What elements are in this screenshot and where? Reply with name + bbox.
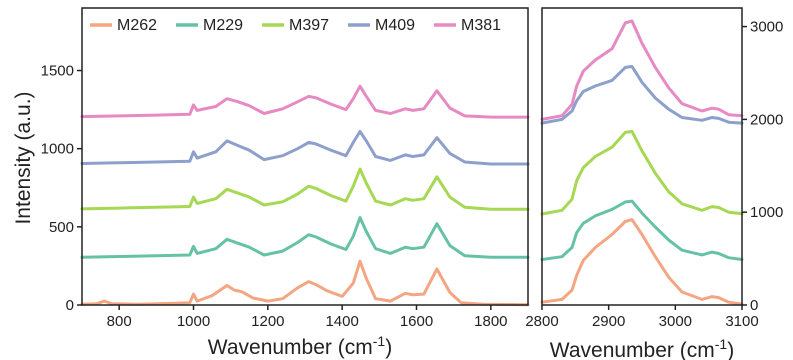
legend-label-M229: M229: [203, 17, 243, 34]
left-ylabel: Intensity (a.u.): [12, 91, 35, 224]
right-series-line-M409: [540, 65, 744, 125]
legend-label-M381: M381: [461, 17, 501, 34]
left-y-tick-label: 1000: [41, 141, 74, 158]
right-series-line-M229: [540, 199, 744, 261]
left-series-line-M397: [80, 167, 530, 211]
legend: M262 M229 M397 M409 M381: [90, 17, 501, 34]
left-y-tick-label: 0: [66, 297, 74, 314]
left-x-tick-label: 1600: [400, 313, 433, 330]
right-xlabel: Wavenumber (cm-1): [550, 336, 734, 360]
right-xlabel-sup: -1: [715, 336, 728, 352]
right-x-tick-label: 2900: [592, 313, 625, 330]
left-x-tick-label: 1400: [325, 313, 358, 330]
right-y-tick-label: 3000: [750, 19, 783, 36]
left-y-tick-label: 500: [49, 219, 74, 236]
left-xlabel-end: ): [385, 336, 392, 359]
left-y-tick-label: 1500: [41, 63, 74, 80]
right-y-tick-label: 1000: [750, 204, 783, 221]
left-series-line-M409: [80, 130, 530, 166]
right-xlabel-main: Wavenumber (cm: [550, 339, 715, 360]
left-series-line-M262: [80, 259, 530, 307]
right-x-tick-label: 3100: [725, 313, 758, 330]
right-xlabel-end: ): [727, 339, 734, 360]
left-panel: 800 1000 1200 1400 1600 1800 0 500 1000 1500: [41, 7, 530, 330]
right-y-tick-label: 2000: [750, 111, 783, 128]
legend-label-M397: M397: [289, 17, 329, 34]
right-plot-frame: [541, 7, 743, 306]
right-x-tick-label: 3000: [659, 313, 692, 330]
left-plot-frame: [81, 7, 529, 306]
left-x-tick-label: 1000: [177, 313, 210, 330]
right-series-line-M262: [540, 218, 744, 306]
right-series-line-M397: [540, 129, 744, 216]
legend-label-M262: M262: [117, 17, 157, 34]
left-series-line-M229: [80, 216, 530, 259]
left-series-line-M381: [80, 84, 530, 119]
left-x-tick-label: 1800: [474, 313, 507, 330]
right-series-line-M381: [540, 19, 744, 121]
left-xlabel-sup: -1: [373, 333, 386, 349]
left-xlabel-main: Wavenumber (cm: [208, 336, 373, 359]
legend-label-M409: M409: [375, 17, 415, 34]
left-x-tick-label: 800: [107, 313, 132, 330]
right-x-tick-label: 2800: [525, 313, 558, 330]
left-x-tick-label: 1200: [251, 313, 284, 330]
left-xlabel: Wavenumber (cm-1): [208, 333, 392, 359]
right-y-tick-label: 0: [750, 297, 758, 314]
